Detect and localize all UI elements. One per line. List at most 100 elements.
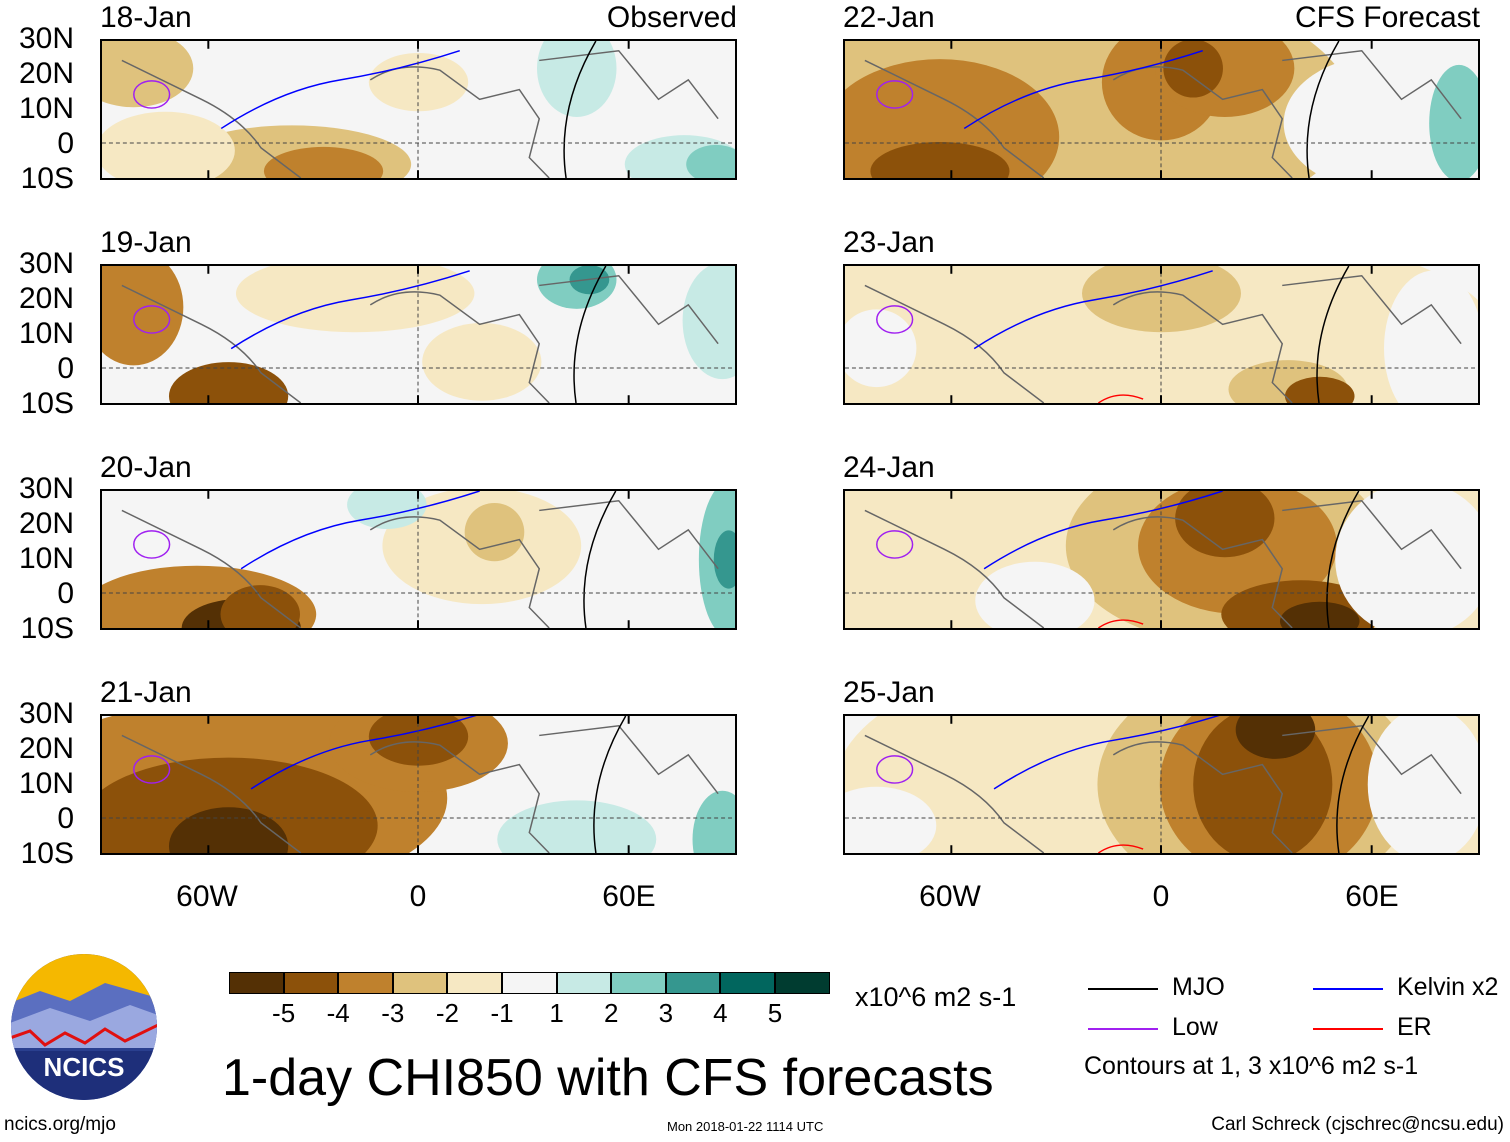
colorbar-tick-label: 4 [713, 998, 728, 1028]
er-contour [1097, 394, 1144, 403]
coastline [864, 499, 1462, 628]
colorbar-swatch [611, 972, 666, 994]
map-panel-22-Jan [843, 39, 1480, 180]
colorbar-tick-label: -2 [435, 998, 459, 1028]
coastline [864, 724, 1462, 853]
chi-anomaly-area [1367, 716, 1478, 853]
lat-label: 20N [18, 507, 74, 540]
colorbar-tick-label: -1 [490, 998, 514, 1028]
colorbar-swatch [720, 972, 775, 994]
lat-label: 10N [18, 542, 74, 575]
legend-line-kelvin-x2 [1313, 988, 1383, 990]
colorbar-tick-label: 5 [767, 998, 783, 1028]
colorbar-units: x10^6 m2 s-1 [855, 982, 1017, 1012]
chi-anomaly-area [537, 41, 617, 117]
low-contour [876, 305, 914, 334]
chi-anomaly-area [102, 266, 184, 366]
legend-line-mjo [1088, 988, 1158, 990]
coastline [864, 49, 1462, 178]
chi-anomaly-area [1283, 55, 1478, 178]
mjo-contour [583, 491, 617, 628]
kelvin-contour [220, 50, 460, 130]
lat-label: 10N [18, 767, 74, 800]
panel-date: 20-Jan [100, 451, 192, 484]
coastline [121, 499, 719, 628]
footer-url[interactable]: ncics.org/mjo [4, 1114, 116, 1135]
lat-label: 30N [18, 247, 74, 280]
colorbar-swatch [556, 972, 612, 994]
lat-label: 30N [18, 472, 74, 505]
lat-label: 0 [57, 127, 74, 160]
panel-date: 21-Jan [100, 676, 192, 709]
lat-label: 30N [18, 22, 74, 55]
coastline [864, 274, 1462, 403]
low-contour [133, 755, 171, 784]
chi-anomaly-area [1384, 270, 1478, 403]
kelvin-contour [240, 491, 480, 570]
low-contour [133, 305, 171, 334]
map-panel-25-Jan [843, 714, 1480, 855]
legend-label: ER [1397, 1013, 1432, 1041]
colorbar-swatch [283, 972, 339, 994]
legend-label: Kelvin x2 [1397, 973, 1499, 1001]
chi-anomaly-area [1335, 491, 1478, 628]
chi-anomaly-area [368, 716, 469, 766]
colorbar-swatch [392, 972, 448, 994]
chi-anomaly-area [220, 585, 300, 628]
panel-date: 25-Jan [843, 676, 935, 709]
map-panel-24-Jan [843, 489, 1480, 630]
lon-label: 0 [1152, 880, 1170, 913]
chi-anomaly-area [1235, 716, 1316, 759]
colorbar-swatch [229, 972, 284, 994]
mjo-contour [1336, 716, 1370, 853]
legend-label: MJO [1172, 973, 1225, 1001]
colorbar-tick-label: 1 [549, 998, 564, 1028]
low-contour [876, 755, 914, 784]
lat-label: 10N [18, 92, 74, 125]
legend-line-low [1088, 1028, 1158, 1030]
colorbar-tick-label: -5 [272, 998, 296, 1028]
chi-anomaly-area [1175, 491, 1275, 558]
chi-anomaly-area [102, 111, 235, 178]
panel-date: 24-Jan [843, 451, 935, 484]
ncics-logo: NCICS [10, 953, 158, 1101]
chi-anomaly-area [422, 323, 542, 401]
lon-label: 60E [602, 880, 656, 913]
low-contour [876, 80, 914, 109]
map-panel-20-Jan [100, 489, 737, 630]
mjo-contour [1316, 266, 1350, 403]
contour-note: Contours at 1, 3 x10^6 m2 s-1 [1084, 1052, 1419, 1080]
panel-date: 19-Jan [100, 226, 192, 259]
figure-title: 1-day CHI850 with CFS forecasts [222, 1049, 994, 1107]
chi-anomaly-area [870, 142, 1010, 178]
chi-anomaly-area [168, 362, 289, 403]
colorbar-swatch [447, 972, 502, 994]
footer-credit: Carl Schreck (cjschrec@ncsu.edu) [1211, 1114, 1504, 1135]
colorbar-tick-label: -3 [381, 998, 405, 1028]
low-contour [876, 530, 914, 559]
kelvin-contour [983, 491, 1223, 570]
legend-label: Low [1172, 1013, 1218, 1041]
chi-anomaly-area [682, 266, 735, 380]
panel-date: 22-Jan [843, 1, 935, 34]
colorbar-tick-label: -4 [326, 998, 350, 1028]
panel-date: 18-Jan [100, 1, 192, 34]
lat-label: 10S [20, 612, 74, 645]
lon-label: 0 [409, 880, 427, 913]
chi-anomaly-area [1082, 266, 1241, 333]
er-contour [1097, 619, 1144, 628]
mjo-contour [563, 41, 597, 178]
chi-anomaly-area [1163, 41, 1223, 98]
panel-date: 23-Jan [843, 226, 935, 259]
colorbar-swatch [338, 972, 393, 994]
chi-anomaly-area [845, 786, 937, 853]
kelvin-contour [230, 270, 470, 350]
chi-anomaly-area [102, 41, 194, 108]
map-panel-18-Jan [100, 39, 737, 180]
colorbar-swatch [775, 972, 830, 994]
chi-anomaly-area [569, 266, 610, 295]
lat-label: 0 [57, 352, 74, 385]
svg-text:NCICS: NCICS [44, 1052, 125, 1082]
kelvin-contour [250, 716, 477, 790]
